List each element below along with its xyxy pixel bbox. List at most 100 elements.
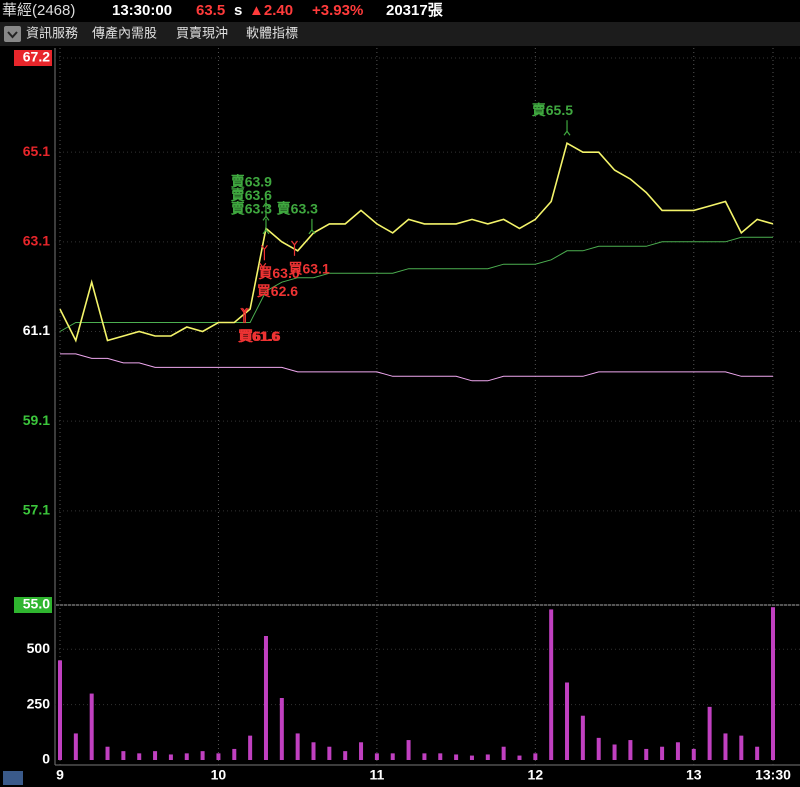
y-tick-box (14, 50, 52, 66)
annotation-arrowhead (291, 240, 298, 246)
volume-bar (596, 737, 601, 760)
volume-bar (771, 607, 775, 760)
volume-bar (105, 746, 110, 760)
volume-bar (89, 693, 94, 760)
volume-bar (295, 733, 300, 760)
volume-bar (121, 751, 126, 760)
volume-bar (216, 753, 221, 760)
menu-item[interactable]: 資訊服務 (26, 25, 78, 40)
y-tick-box (14, 597, 52, 613)
volume-bar (343, 751, 348, 760)
volume-bar (168, 754, 173, 760)
price-suffix: s (234, 2, 242, 19)
volume-bar (580, 715, 585, 760)
y-tick-label: 59.1 (23, 412, 50, 428)
volume-bar (73, 733, 78, 760)
volume-bar (263, 636, 268, 760)
annotation-label: 買63.1 (288, 261, 329, 277)
x-tick-label: 9 (56, 767, 64, 783)
x-tick-label: 13 (686, 767, 702, 783)
volume-bar (612, 744, 617, 760)
y-tick-label: 57.1 (23, 502, 50, 518)
x-tick-label: 12 (528, 767, 544, 783)
y-tick-label: 63.1 (23, 233, 50, 249)
menu-bar (0, 22, 800, 46)
y-tick-label: 500 (27, 640, 51, 656)
time: 13:30:00 (112, 2, 172, 19)
change: ▲2.40 (249, 2, 293, 19)
volume-bar (248, 735, 253, 760)
menu-icon-arrow (7, 31, 18, 39)
volume-bar (58, 660, 62, 760)
volume-bar (644, 748, 649, 760)
stock-name: 華經(2468) (2, 2, 75, 19)
annotation-arrowhead (563, 130, 571, 136)
volume-bar (184, 753, 189, 760)
annotation-arrowhead (308, 228, 316, 235)
annotation-label: 賣65.5 (531, 102, 573, 118)
x-tick-label: 13:30 (755, 767, 791, 783)
volume-bar (374, 753, 379, 760)
volume-bar (422, 753, 427, 760)
volume-bar (311, 742, 316, 760)
volume-bar (675, 742, 680, 760)
volume-bar (723, 733, 728, 760)
volume-bar (406, 740, 411, 760)
volume-bar (359, 742, 364, 760)
annotation-arrowhead (259, 262, 267, 269)
annotation-label: 賣63.9 (230, 174, 272, 190)
price-line (59, 141, 774, 343)
price-line (60, 353, 773, 382)
volume-bar (279, 698, 284, 760)
annotation-arrowhead (262, 228, 270, 235)
volume-bar (485, 754, 490, 760)
y-tick-label: 0 (42, 751, 50, 767)
y-tick-label: 250 (27, 695, 51, 711)
volume-bar (565, 682, 570, 760)
annotation-label: 賣63.3 (276, 201, 318, 217)
y-tick-label: 65.1 (23, 143, 50, 159)
annotation-label: 賣63.3 (230, 201, 272, 217)
annotation-arrowhead (262, 201, 270, 208)
volume-bar (707, 706, 712, 760)
menu-item[interactable]: 傳產內需股 (92, 25, 157, 40)
x-tick-label: 10 (211, 767, 227, 783)
volume-bar (549, 609, 554, 760)
y-tick-label: 67.2 (23, 49, 50, 65)
volume-bar (469, 755, 474, 760)
menu-icon[interactable] (4, 26, 21, 42)
volume-bar (660, 746, 665, 760)
annotation-arrowhead (240, 307, 248, 314)
volume-bar (200, 751, 205, 760)
x-tick-label: 11 (369, 767, 384, 783)
price: 63.5 (196, 2, 225, 19)
volume-bar (501, 746, 506, 760)
volume-bar (517, 755, 522, 760)
annotation-arrowhead (260, 244, 268, 251)
volume-bar (755, 746, 760, 760)
price-line (59, 236, 773, 332)
annotation-label: 賣63.6 (230, 187, 272, 203)
volume-bar (327, 746, 332, 760)
volume-bar (390, 753, 395, 760)
volume-bar (153, 751, 158, 760)
change-percent: +3.93% (312, 2, 363, 19)
volume-bar (454, 754, 459, 760)
y-tick-label: 55.0 (23, 596, 50, 612)
volume-bar (739, 735, 744, 760)
menu-item[interactable]: 買賣現沖 (176, 25, 228, 40)
volume-bar (691, 748, 696, 760)
annotation-arrowhead (262, 215, 270, 221)
volume-total: 20317張 (386, 2, 444, 19)
corner-icon[interactable] (3, 771, 23, 785)
annotation-label: 買62.6 (257, 283, 298, 299)
volume-bar (232, 748, 237, 760)
volume-bar (438, 753, 443, 760)
menu-item[interactable]: 軟體指標 (246, 25, 298, 40)
volume-bar (628, 740, 633, 760)
annotation-arrowhead (241, 307, 249, 314)
annotation-label: 買63.0 (258, 265, 299, 281)
annotation-label: 買61.6 (239, 328, 280, 344)
